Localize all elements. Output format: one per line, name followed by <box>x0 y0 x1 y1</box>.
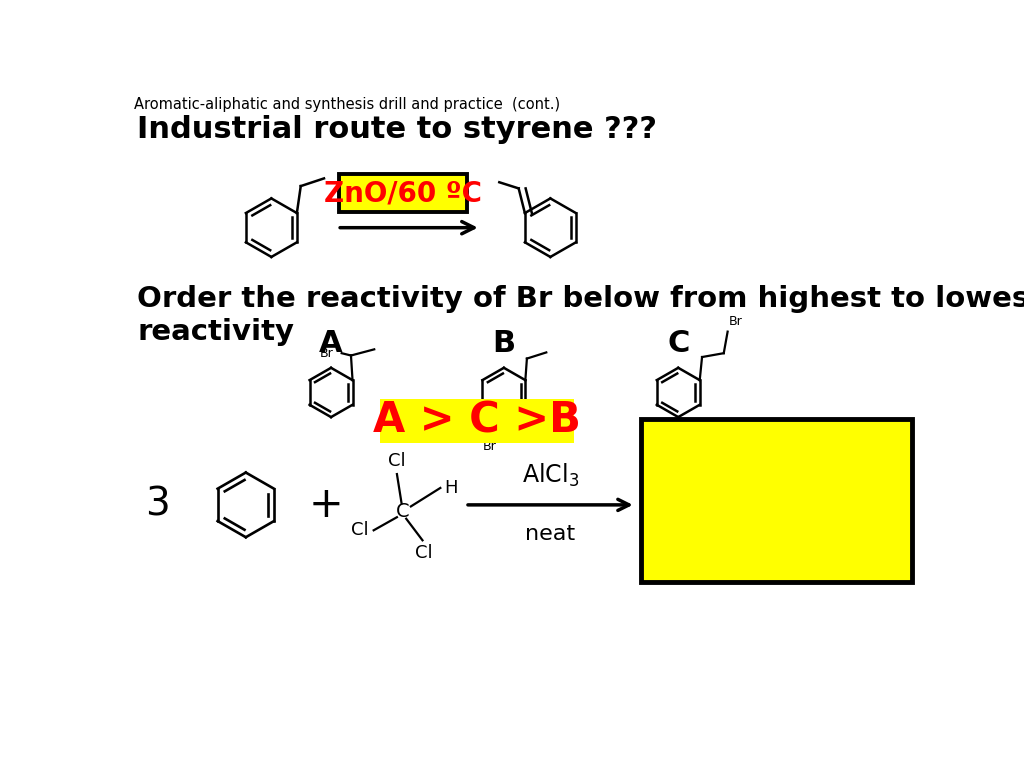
Text: H: H <box>779 518 793 532</box>
Text: Cl: Cl <box>388 452 406 470</box>
Text: Br: Br <box>729 315 743 328</box>
Text: Cl: Cl <box>350 521 369 539</box>
Bar <box>339 174 467 212</box>
Text: Br: Br <box>483 440 497 453</box>
Text: AlCl$_3$: AlCl$_3$ <box>522 462 579 489</box>
Bar <box>641 419 912 582</box>
Text: ZnO/60 ºC: ZnO/60 ºC <box>324 179 481 207</box>
Text: +: + <box>308 484 343 526</box>
Text: Cl: Cl <box>416 545 433 562</box>
Text: 3: 3 <box>145 486 170 524</box>
Text: Industrial route to styrene ???: Industrial route to styrene ??? <box>137 115 657 144</box>
Text: C: C <box>667 329 689 359</box>
Text: Aromatic-aliphatic and synthesis drill and practice  (cont.): Aromatic-aliphatic and synthesis drill a… <box>134 97 560 112</box>
Bar <box>380 399 573 443</box>
Text: Order the reactivity of Br below from highest to lowest
reactivity: Order the reactivity of Br below from hi… <box>137 285 1024 346</box>
Text: neat: neat <box>525 524 575 545</box>
Text: A: A <box>319 329 343 359</box>
Text: B: B <box>493 329 515 359</box>
Text: A > C >B: A > C >B <box>373 400 581 442</box>
Text: C: C <box>396 502 410 521</box>
Text: H: H <box>444 479 458 497</box>
Text: Br: Br <box>321 346 334 359</box>
